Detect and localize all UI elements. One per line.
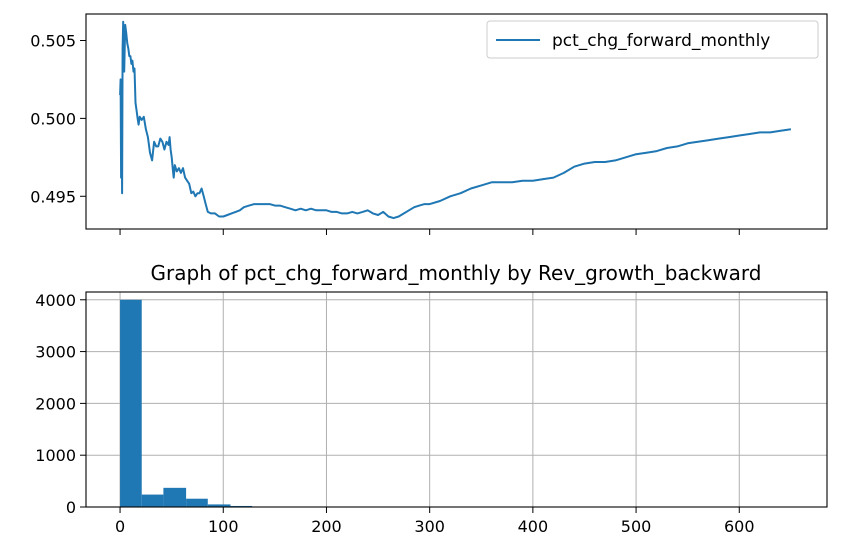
histogram-y-axis: 0 1000 2000 3000 4000 (35, 291, 86, 517)
y-tick-label: 0.505 (30, 31, 76, 50)
histogram-x-axis: 0 100 200 300 400 500 600 (115, 507, 755, 536)
y-tick-label: 1000 (35, 446, 76, 465)
x-tick-label: 100 (208, 517, 239, 536)
y-tick-label: 3000 (35, 343, 76, 362)
histogram-bar (120, 299, 142, 507)
histogram-bar (141, 494, 164, 507)
histogram-bars (120, 299, 791, 507)
line-chart-x-axis (119, 229, 740, 235)
x-tick-label: 0 (115, 517, 125, 536)
line-chart-y-axis: 0.495 0.500 0.505 (30, 31, 86, 206)
legend-box (486, 20, 819, 59)
line-chart-panel: 0.495 0.500 0.505 pct_chg_forward_monthly (30, 13, 828, 235)
x-tick-label: 500 (621, 517, 652, 536)
y-tick-label: 2000 (35, 394, 76, 413)
y-tick-label: 4000 (35, 291, 76, 310)
y-tick-label: 0.495 (30, 187, 76, 206)
histogram-bar (207, 504, 231, 507)
series-line-pct-chg-forward-monthly (119, 20, 792, 220)
x-tick-label: 200 (311, 517, 342, 536)
legend-label: pct_chg_forward_monthly (552, 31, 770, 51)
x-tick-label: 400 (518, 517, 549, 536)
x-tick-label: 600 (724, 517, 755, 536)
y-tick-label: 0 (66, 498, 76, 517)
x-tick-label: 300 (414, 517, 445, 536)
histogram-bar (163, 487, 187, 507)
histogram-title: Graph of pct_chg_forward_monthly by Rev_… (151, 261, 762, 285)
legend: pct_chg_forward_monthly (486, 20, 819, 59)
histogram-bar (186, 498, 208, 507)
line-chart-axes-frame (85, 13, 828, 230)
histogram-grid (86, 292, 827, 508)
histogram-panel: Graph of pct_chg_forward_monthly by Rev_… (35, 261, 828, 536)
histogram-axes-frame (85, 291, 828, 508)
y-tick-label: 0.500 (30, 109, 76, 128)
